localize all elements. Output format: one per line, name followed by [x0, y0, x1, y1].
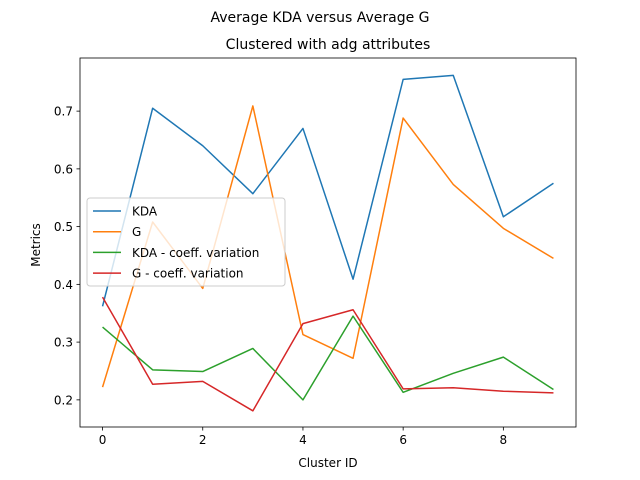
- y-tick-label: 0.4: [54, 278, 73, 292]
- x-tick-label: 4: [299, 433, 307, 447]
- axes: 0 2 4 6 8 0.2 0.3 0.4 0.5 0.6 0.7: [54, 57, 577, 447]
- x-tick-label: 8: [500, 433, 508, 447]
- y-axis-label: Metrics: [29, 223, 43, 267]
- y-tick-label: 0.6: [54, 162, 73, 176]
- x-tick-label: 2: [199, 433, 207, 447]
- series-line-3: [101, 296, 554, 412]
- x-tick-label: 6: [399, 433, 407, 447]
- x-tick-label: 0: [99, 433, 107, 447]
- chart-suptitle: Average KDA versus Average G: [210, 10, 429, 26]
- legend-label-0: KDA: [132, 205, 158, 219]
- legend-label-3: G - coeff. variation: [132, 267, 244, 281]
- chart-title: Clustered with adg attributes: [226, 37, 431, 53]
- axes-frame: [79, 57, 577, 428]
- legend-label-2: KDA - coeff. variation: [132, 246, 259, 260]
- y-tick-label: 0.2: [54, 393, 73, 407]
- y-tick-label: 0.5: [54, 220, 73, 234]
- series-line-2: [102, 315, 554, 401]
- legend-box: [86, 197, 286, 287]
- legend: KDA G KDA - coeff. variation G - coeff. var…: [86, 197, 286, 287]
- x-axis-label: Cluster ID: [298, 456, 357, 470]
- series-line-0: [101, 74, 554, 307]
- legend-label-1: G: [132, 225, 141, 239]
- y-tick-label: 0.3: [54, 336, 73, 350]
- y-tick-label: 0.7: [54, 105, 73, 119]
